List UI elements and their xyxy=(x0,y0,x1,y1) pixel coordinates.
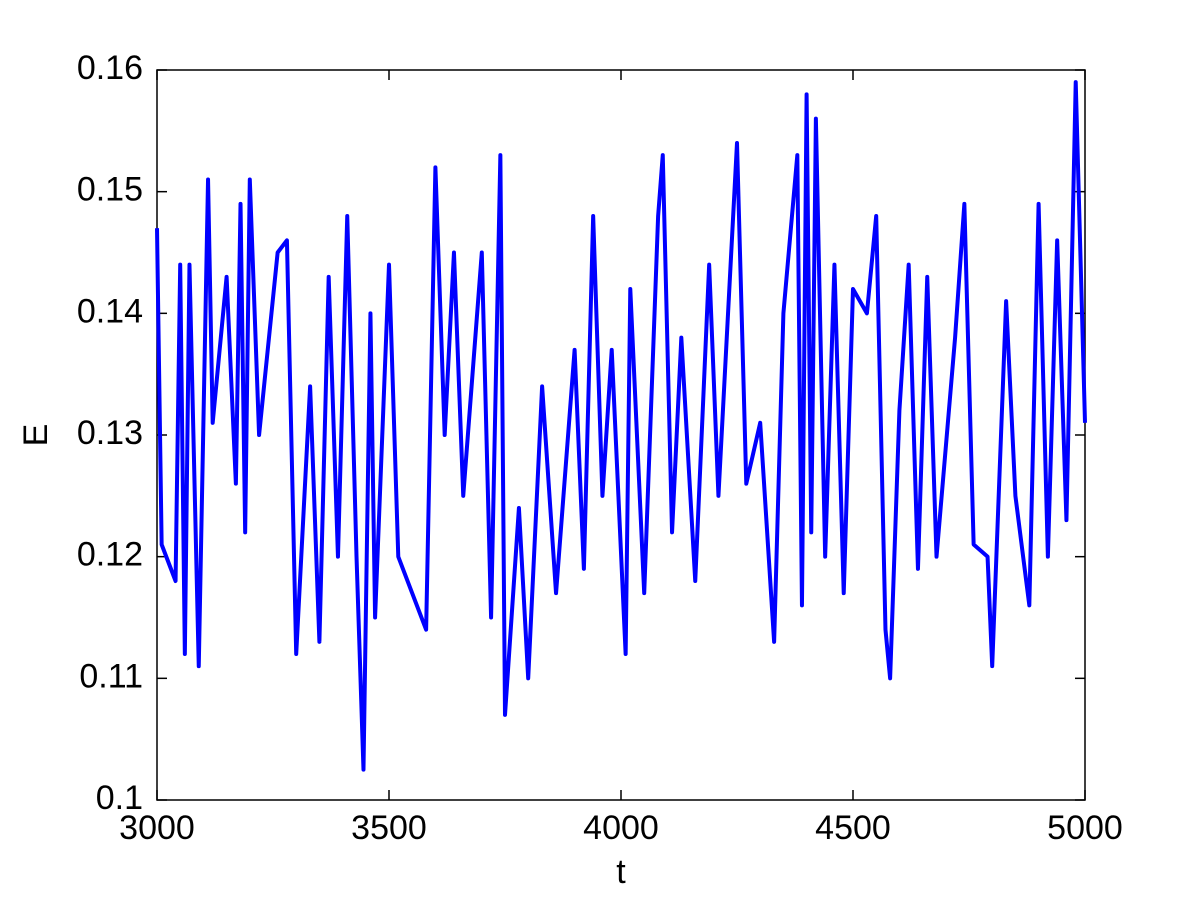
x-tick-label: 4500 xyxy=(815,809,891,847)
y-tick-label: 0.1 xyxy=(96,779,143,817)
x-axis-label: t xyxy=(616,853,626,891)
y-tick-label: 0.14 xyxy=(77,292,143,330)
y-tick-label: 0.16 xyxy=(77,49,143,87)
y-tick-label: 0.12 xyxy=(77,536,143,574)
x-tick-label: 3000 xyxy=(119,809,195,847)
y-tick-label: 0.13 xyxy=(77,414,143,452)
x-tick-label: 3500 xyxy=(351,809,427,847)
y-axis-label: E xyxy=(17,424,55,447)
x-tick-label: 5000 xyxy=(1047,809,1123,847)
data-line xyxy=(155,80,1087,772)
y-tick-label: 0.15 xyxy=(77,171,143,209)
x-tick-label: 4000 xyxy=(583,809,659,847)
y-tick-label: 0.11 xyxy=(79,657,143,695)
